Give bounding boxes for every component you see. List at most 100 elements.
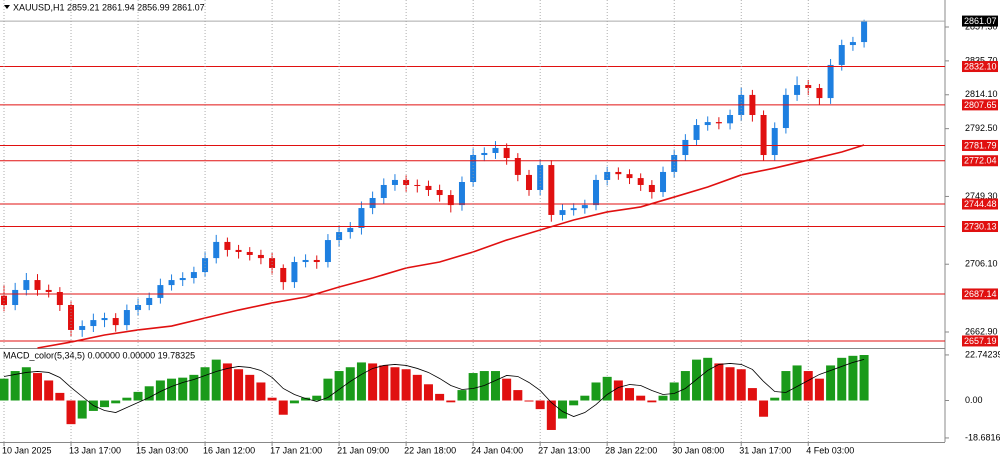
level-label-box bbox=[962, 221, 998, 233]
macd-bar bbox=[613, 380, 623, 401]
macd-bar bbox=[692, 359, 702, 401]
candle-body bbox=[548, 165, 555, 215]
candle-body bbox=[660, 171, 667, 193]
candle-body bbox=[760, 115, 767, 156]
macd-bar bbox=[222, 363, 232, 401]
macd-bar bbox=[379, 365, 389, 401]
macd-bar bbox=[457, 390, 467, 401]
candle-body bbox=[771, 128, 778, 156]
y-tick-label: 2706.10 bbox=[965, 259, 998, 269]
macd-bar bbox=[803, 371, 813, 401]
macd-bar bbox=[323, 378, 333, 401]
level-label-box bbox=[962, 198, 998, 210]
candle-body bbox=[202, 258, 209, 273]
candle-body bbox=[861, 21, 868, 43]
candle-body bbox=[56, 291, 63, 306]
macd-bar bbox=[189, 374, 199, 401]
candle-body bbox=[414, 184, 421, 186]
candle-body bbox=[727, 115, 734, 124]
candle-body bbox=[101, 318, 108, 321]
y-tick-label: 2814.10 bbox=[965, 89, 998, 99]
macd-bar bbox=[66, 400, 76, 425]
level-label-box bbox=[962, 335, 998, 347]
candle-body bbox=[336, 232, 343, 241]
candle-body bbox=[291, 262, 298, 283]
macd-bar bbox=[703, 357, 713, 401]
macd-bar bbox=[10, 371, 20, 401]
macd-bar bbox=[144, 386, 154, 401]
macd-bar bbox=[167, 378, 177, 401]
candle-body bbox=[168, 280, 175, 286]
candle-body bbox=[135, 305, 142, 311]
candle-body bbox=[849, 42, 856, 46]
candle-body bbox=[593, 179, 600, 206]
macd-bar bbox=[714, 363, 724, 401]
macd-bar bbox=[21, 367, 31, 401]
candle-body bbox=[235, 249, 242, 252]
candle-body bbox=[492, 147, 499, 153]
y-tick-label: 2662.90 bbox=[965, 326, 998, 336]
candle-body bbox=[146, 297, 153, 306]
macd-bar bbox=[368, 363, 378, 401]
macd-bar bbox=[245, 374, 255, 401]
level-label-box bbox=[962, 61, 998, 73]
level-label-box bbox=[962, 99, 998, 111]
candle-body bbox=[403, 179, 410, 185]
macd-bar bbox=[636, 395, 646, 401]
candle-body bbox=[224, 241, 231, 250]
macd-bar bbox=[569, 400, 579, 406]
candle-body bbox=[671, 155, 678, 172]
candle-body bbox=[90, 320, 97, 327]
macd-bar bbox=[580, 395, 590, 401]
moving-average-line bbox=[37, 144, 865, 349]
candle-body bbox=[302, 259, 309, 263]
candle-body bbox=[157, 285, 164, 298]
macd-bar bbox=[256, 382, 266, 401]
macd-bar bbox=[680, 371, 690, 401]
menu-arrow bbox=[4, 5, 10, 9]
macd-bar bbox=[289, 400, 299, 404]
level-label: 2781.79 bbox=[964, 140, 997, 150]
macd-bar bbox=[178, 377, 188, 401]
level-label: 2807.65 bbox=[964, 100, 997, 110]
macd-bar bbox=[412, 374, 422, 401]
macd-bar bbox=[781, 371, 791, 401]
candle-body bbox=[23, 280, 30, 290]
y-tick-label: 2835.70 bbox=[965, 55, 998, 65]
macd-bar bbox=[356, 362, 366, 401]
candle-body bbox=[682, 139, 689, 156]
x-tick-label: 21 Jan 09:00 bbox=[337, 445, 389, 455]
macd-bar bbox=[312, 395, 322, 401]
macd-bar bbox=[647, 400, 657, 403]
macd-bar bbox=[55, 392, 65, 401]
candle-body bbox=[805, 85, 812, 89]
candle-body bbox=[715, 122, 722, 124]
x-tick-label: 16 Jan 12:00 bbox=[203, 445, 255, 455]
macd-bar bbox=[0, 378, 9, 401]
level-label: 2687.14 bbox=[964, 289, 997, 299]
candle-body bbox=[436, 190, 443, 196]
macd-bar bbox=[546, 400, 556, 430]
macd-bar bbox=[44, 380, 54, 401]
candle-body bbox=[838, 45, 845, 65]
macd-bar bbox=[133, 391, 143, 401]
candle-body bbox=[347, 227, 354, 233]
candle-body bbox=[525, 174, 532, 191]
candle-body bbox=[313, 259, 320, 263]
level-label: 2772.04 bbox=[964, 156, 997, 166]
macd-bar bbox=[792, 365, 802, 401]
y-tick-label: -18.68167 bbox=[965, 432, 1000, 442]
macd-bar bbox=[401, 369, 411, 401]
macd-bar bbox=[725, 367, 735, 401]
candle-body bbox=[190, 272, 197, 279]
x-tick-label: 15 Jan 03:00 bbox=[136, 445, 188, 455]
macd-bar bbox=[490, 371, 500, 401]
candle-body bbox=[112, 318, 119, 326]
candle-body bbox=[514, 157, 521, 175]
candle-body bbox=[213, 241, 220, 259]
candle-body bbox=[581, 205, 588, 209]
x-tick-label: 27 Jan 13:00 bbox=[538, 445, 590, 455]
macd-bar bbox=[278, 400, 288, 415]
